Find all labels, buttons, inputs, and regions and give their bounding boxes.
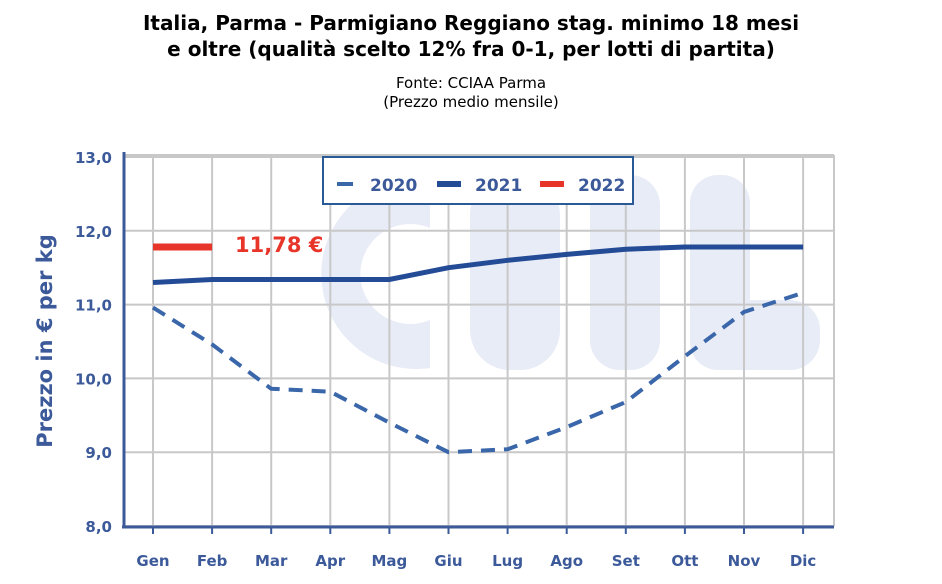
x-tick-label: Gen [136, 552, 169, 570]
x-tick-label: Giu [434, 552, 462, 570]
series-line-2021 [152, 244, 804, 285]
legend-box [322, 156, 634, 205]
x-tick-label: Nov [728, 552, 761, 570]
source-text: Fonte: CCIAA Parma [395, 74, 547, 92]
watermark-shape [470, 175, 560, 370]
legend: 2020 2021 2022 [322, 156, 634, 205]
subtitle-text: (Prezzo medio mensile) [383, 93, 559, 111]
y-axis-label: Prezzo in € per kg [33, 234, 57, 448]
x-tick-label: Ott [671, 552, 698, 570]
title-line-2: e oltre (qualità scelto 12% fra 0-1, per… [167, 37, 775, 61]
y-tick-label: 10,0 [75, 370, 112, 388]
x-tick-label: Set [612, 552, 640, 570]
x-tick-label: Dic [790, 552, 816, 570]
title-line-1: Italia, Parma - Parmigiano Reggiano stag… [142, 11, 800, 35]
y-tick-label: 8,0 [85, 518, 112, 536]
x-tick-label: Ago [550, 552, 583, 570]
x-tick-label: Apr [315, 552, 345, 570]
watermark-logo [321, 175, 820, 370]
x-tick-label: Lug [492, 552, 523, 570]
legend-label-2022: 2022 [578, 176, 625, 196]
series-line-2020 [151, 290, 804, 455]
annotation-label: 11,78 € [235, 233, 323, 257]
grid [124, 154, 835, 527]
x-tick-label: Mag [372, 552, 408, 570]
y-tick-label: 9,0 [85, 444, 112, 462]
legend-label-2021: 2021 [475, 176, 522, 196]
legend-label-2020: 2020 [370, 176, 417, 196]
watermark-shape [690, 300, 820, 370]
watermark-shape [321, 179, 430, 369]
y-tick-label: 11,0 [75, 297, 112, 315]
y-tick-label: 13,0 [75, 149, 112, 167]
x-tick-label: Mar [255, 552, 288, 570]
chart-title: Italia, Parma - Parmigiano Reggiano stag… [0, 10, 942, 62]
series [151, 243, 804, 455]
chart-subtitle: Fonte: CCIAA Parma (Prezzo medio mensile… [0, 74, 942, 112]
y-tick-label: 12,0 [75, 223, 112, 241]
axes: 8,0 9,0 10,0 11,0 12,0 13,0 Gen Feb Mar Apr Mag Giu… [75, 149, 834, 570]
x-tick-label: Feb [197, 552, 228, 570]
